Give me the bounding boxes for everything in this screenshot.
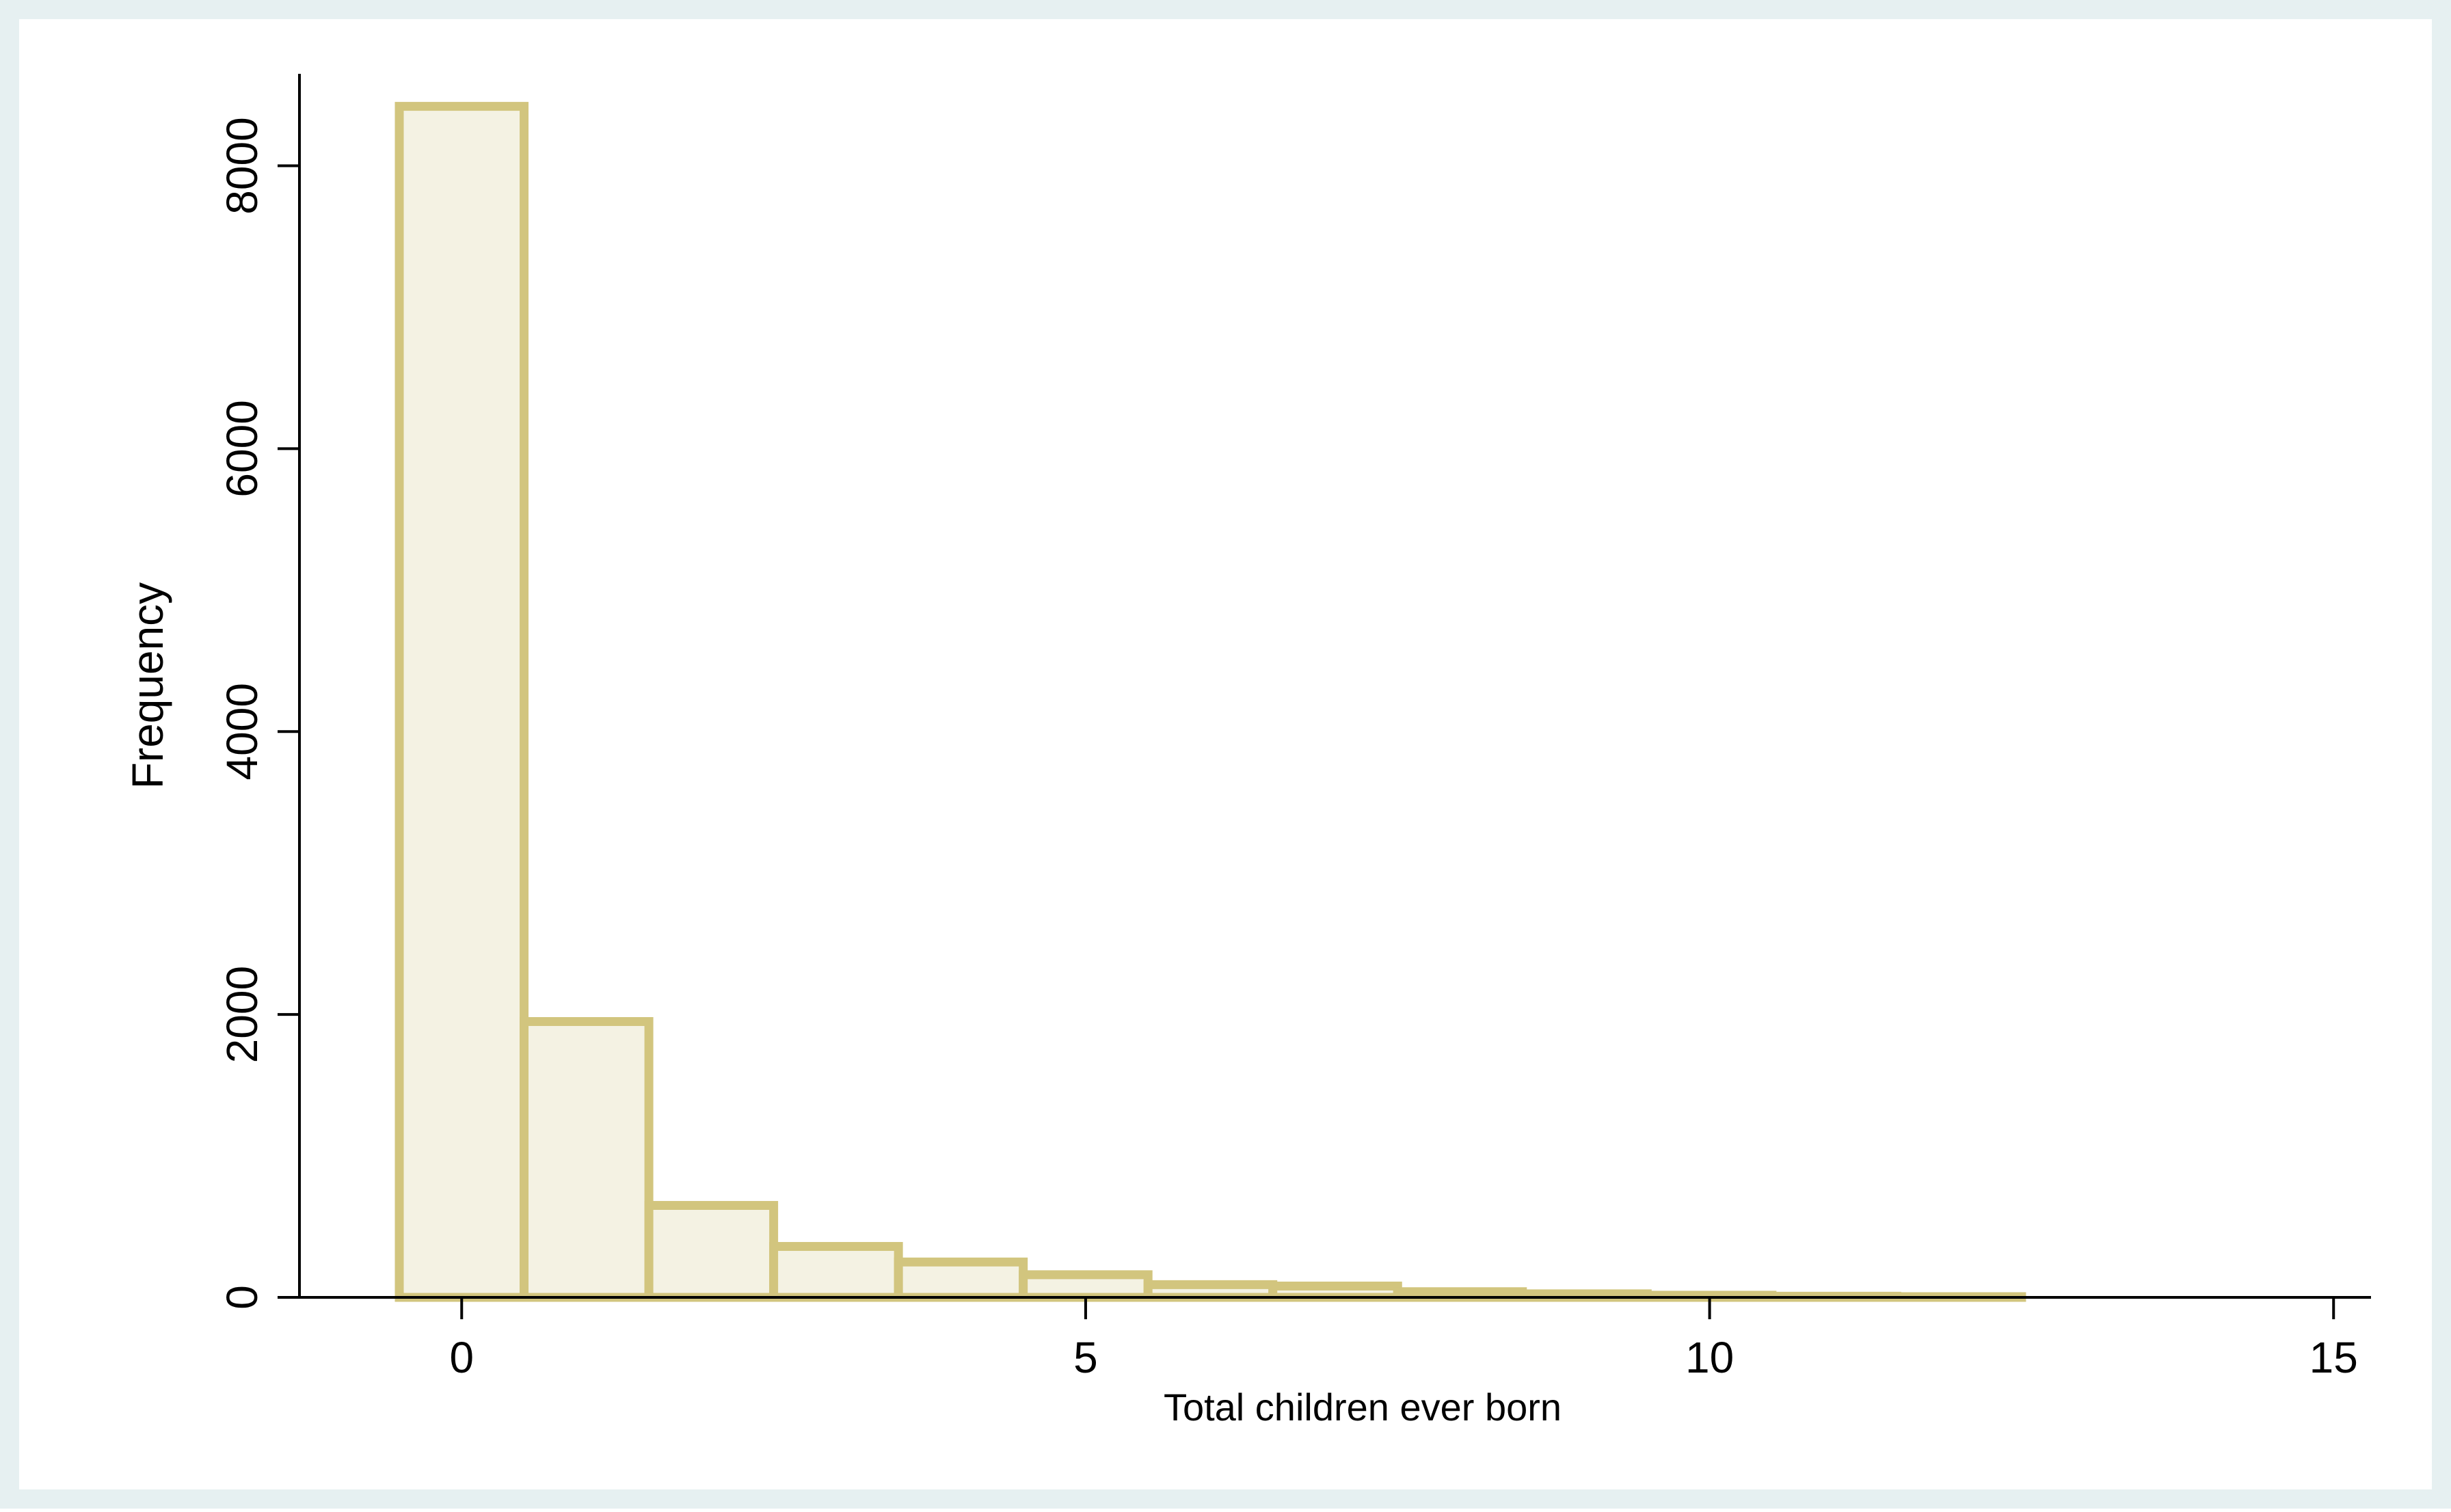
y-tick-label: 4000: [217, 683, 267, 780]
x-tick-label: 5: [1073, 1333, 1098, 1382]
y-tick-label: 6000: [217, 400, 267, 497]
histogram-bar: [520, 1016, 654, 1302]
x-tick-label: 10: [1685, 1333, 1734, 1382]
histogram-bar: [644, 1200, 779, 1302]
x-tick-label: 0: [449, 1333, 474, 1382]
histogram-bar: [1268, 1281, 1402, 1302]
histogram-bar: [1143, 1280, 1278, 1302]
ticks-layer: 0 5 10 15 0 2000 4000 6000 8000: [217, 117, 2358, 1382]
y-tick-label: 2000: [217, 966, 267, 1063]
histogram-bar: [894, 1257, 1028, 1302]
histogram-bar: [1019, 1270, 1153, 1302]
plot-area: [19, 19, 2432, 1489]
y-tick-label: 0: [217, 1285, 267, 1310]
y-tick-label: 8000: [217, 117, 267, 214]
y-axis-label: Frequency: [123, 582, 172, 789]
x-tick-label: 15: [2309, 1333, 2358, 1382]
histogram-bar: [769, 1242, 903, 1302]
histogram-bar: [394, 102, 529, 1302]
x-axis-label: Total children ever born: [1164, 1386, 1562, 1429]
bars-layer: [394, 102, 2026, 1302]
